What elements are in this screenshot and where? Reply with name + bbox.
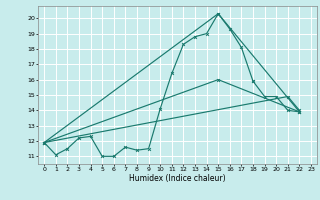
X-axis label: Humidex (Indice chaleur): Humidex (Indice chaleur) <box>129 174 226 183</box>
